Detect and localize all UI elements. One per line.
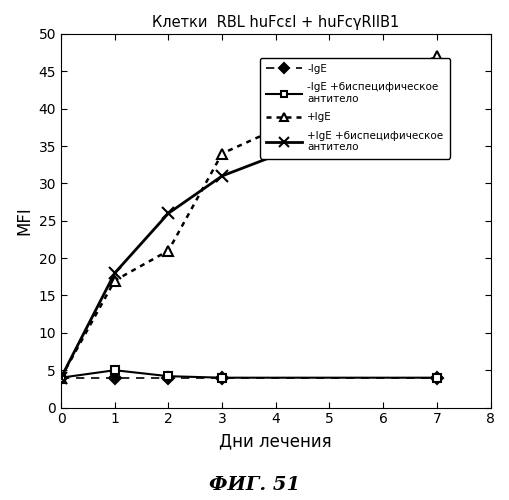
Text: ФИГ. 51: ФИГ. 51 — [209, 476, 300, 494]
Legend: -IgE, -IgE +биспецифическое
антитело, +IgE, +IgE +биспецифическое
антитело: -IgE, -IgE +биспецифическое антитело, +I… — [259, 58, 449, 158]
Y-axis label: MFI: MFI — [15, 206, 33, 235]
X-axis label: Дни лечения: Дни лечения — [219, 432, 331, 450]
Title: Клетки  RBL huFcεI + huFcγRIIB1: Клетки RBL huFcεI + huFcγRIIB1 — [152, 15, 399, 30]
